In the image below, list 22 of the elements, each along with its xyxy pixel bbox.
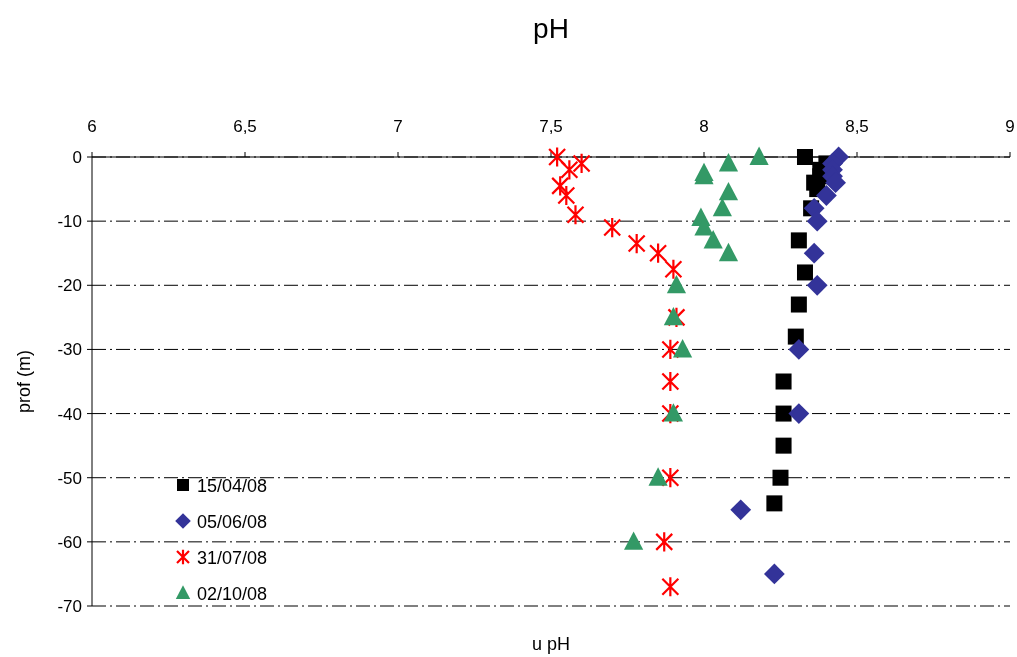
y-tick-label: -10 — [57, 212, 82, 232]
x-axis-title: u pH — [531, 634, 571, 654]
y-tick-label: -20 — [57, 276, 82, 296]
y-tick-label: -70 — [57, 597, 82, 616]
y-tick-label: -50 — [57, 468, 82, 488]
x-tick-label: 7 — [393, 117, 403, 136]
legend-label: 15/04/08 — [197, 476, 268, 496]
x-tick-label: 8 — [699, 117, 709, 136]
x-tick-label: 7,5 — [539, 117, 563, 136]
x-tick-label: 8,5 — [845, 117, 869, 136]
y-tick-label: -40 — [57, 404, 82, 424]
y-axis-title: prof (m) — [14, 350, 34, 413]
y-tick-label: -60 — [57, 532, 82, 552]
legend-label: 31/07/08 — [197, 548, 268, 568]
y-tick-label: -30 — [57, 340, 82, 360]
x-tick-label: 6 — [87, 117, 97, 136]
chart-title: pH — [533, 13, 569, 44]
x-tick-label: 9 — [1005, 117, 1015, 136]
x-tick-label: 6,5 — [233, 117, 257, 136]
legend-label: 02/10/08 — [197, 584, 268, 604]
y-tick-label: 0 — [72, 148, 82, 167]
legend-label: 05/06/08 — [197, 512, 268, 532]
